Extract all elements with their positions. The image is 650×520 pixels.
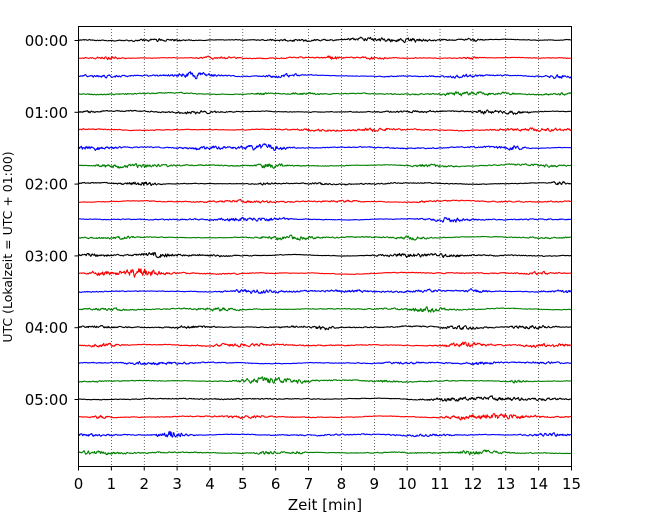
y-tick-label: 05:00	[25, 391, 68, 409]
seismic-trace	[77, 268, 572, 278]
plot-frame	[78, 26, 572, 467]
seismic-trace	[77, 127, 572, 133]
seismic-trace	[77, 216, 572, 223]
x-tick-label: 2	[139, 475, 149, 493]
x-tick-label: 14	[529, 475, 548, 493]
seismic-trace	[77, 324, 572, 331]
y-tick-label: 02:00	[25, 176, 68, 194]
x-axis-label: Zeit [min]	[288, 496, 362, 514]
seismic-trace	[77, 71, 572, 80]
seismic-trace	[77, 109, 572, 115]
x-tick-label: 1	[107, 475, 117, 493]
seismic-trace	[77, 449, 572, 456]
seismic-trace	[77, 55, 572, 61]
seismic-trace	[77, 376, 572, 384]
seismic-trace	[77, 36, 572, 44]
x-tick-label: 0	[74, 475, 84, 493]
x-tick-label: 6	[271, 475, 281, 493]
seismic-trace	[77, 234, 572, 241]
grid-lines	[111, 26, 539, 466]
y-axis-label: UTC (Lokalzeit = UTC + 01:00)	[0, 151, 15, 342]
seismic-trace	[77, 288, 572, 295]
y-tick-label: 03:00	[25, 247, 68, 265]
seismic-trace	[77, 430, 572, 438]
seismic-trace	[77, 360, 572, 366]
x-tick-label: 12	[463, 475, 482, 493]
y-tick-label: 01:00	[25, 104, 68, 122]
x-axis: 0 1 2 3 4 5 6 7 8 9 10 11 12 13 14 15	[74, 466, 581, 493]
seismic-trace	[77, 198, 572, 204]
x-tick-label: 11	[430, 475, 449, 493]
y-tick-label: 04:00	[25, 319, 68, 337]
seismic-trace	[77, 181, 572, 187]
seismic-trace	[77, 395, 572, 402]
x-tick-label: 10	[398, 475, 417, 493]
x-tick-label: 13	[496, 475, 515, 493]
seismic-trace	[77, 341, 572, 349]
x-tick-label: 15	[562, 475, 581, 493]
seismic-traces	[77, 36, 572, 456]
seismic-trace	[77, 306, 572, 313]
x-tick-label: 8	[337, 475, 347, 493]
seismic-trace	[77, 412, 572, 421]
seismic-trace	[77, 252, 572, 259]
y-tick-label: 00:00	[25, 32, 68, 50]
x-tick-label: 5	[238, 475, 248, 493]
seismic-trace	[77, 162, 572, 169]
seismic-trace	[77, 143, 572, 151]
x-tick-label: 4	[205, 475, 215, 493]
seismic-trace	[77, 90, 572, 97]
y-axis: 00:00 01:00 02:00 03:00 04:00 05:00	[25, 32, 79, 409]
x-tick-label: 9	[370, 475, 380, 493]
x-tick-label: 7	[304, 475, 314, 493]
x-tick-label: 3	[172, 475, 182, 493]
